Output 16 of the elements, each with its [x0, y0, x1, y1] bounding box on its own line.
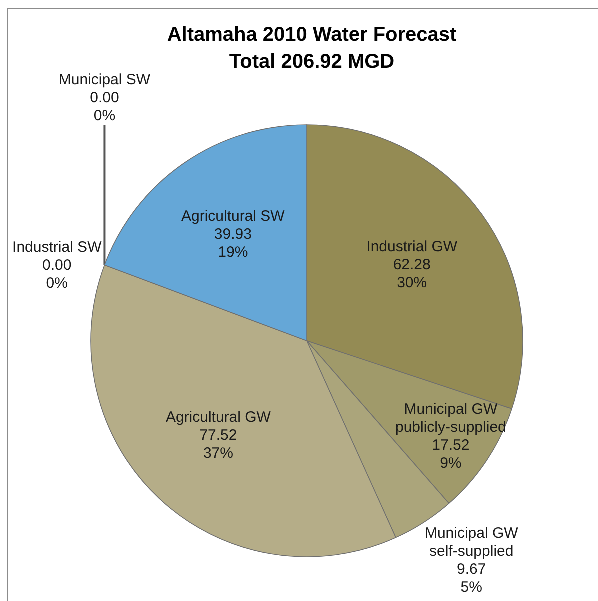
data-label: 9.67 5%: [457, 560, 486, 596]
category-label: Municipal SW: [58, 72, 151, 88]
data-label: 77.52 37%: [200, 427, 238, 462]
chart-title: Altamaha 2010 Water Forecast: [167, 24, 458, 46]
data-label: 39.93 19%: [214, 226, 252, 261]
slice-label: Municipal GW publicly-supplied: [395, 401, 506, 436]
slice-label: Municipal GW self-supplied: [424, 524, 520, 560]
slice-label: Industrial GW: [366, 238, 458, 256]
slice-label: Agricultural SW: [181, 208, 286, 225]
slice-label: Agricultural GW: [166, 409, 272, 426]
category-label: Industrial SW: [12, 238, 102, 256]
data-label: 62.28 30%: [393, 256, 431, 292]
chart-subtitle: Total 206.92 MGD: [229, 51, 395, 73]
text: 0.00 0%: [42, 256, 72, 292]
text: 0.00 0%: [90, 90, 120, 124]
data-label: 17.52 9%: [432, 437, 470, 472]
